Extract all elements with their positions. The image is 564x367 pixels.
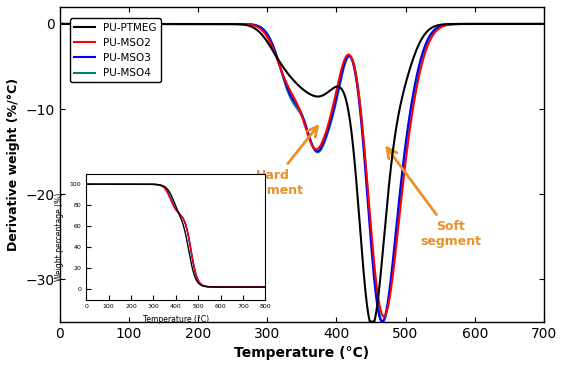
Text: Hard
segment: Hard segment [242,126,318,197]
Y-axis label: Derivative weight (%/°C): Derivative weight (%/°C) [7,78,20,251]
X-axis label: Temperature (°C): Temperature (°C) [234,346,369,360]
Legend: PU-PTMEG, PU-MSO2, PU-MSO3, PU-MSO4: PU-PTMEG, PU-MSO2, PU-MSO3, PU-MSO4 [70,18,161,83]
Text: Soft
segment: Soft segment [387,148,481,248]
